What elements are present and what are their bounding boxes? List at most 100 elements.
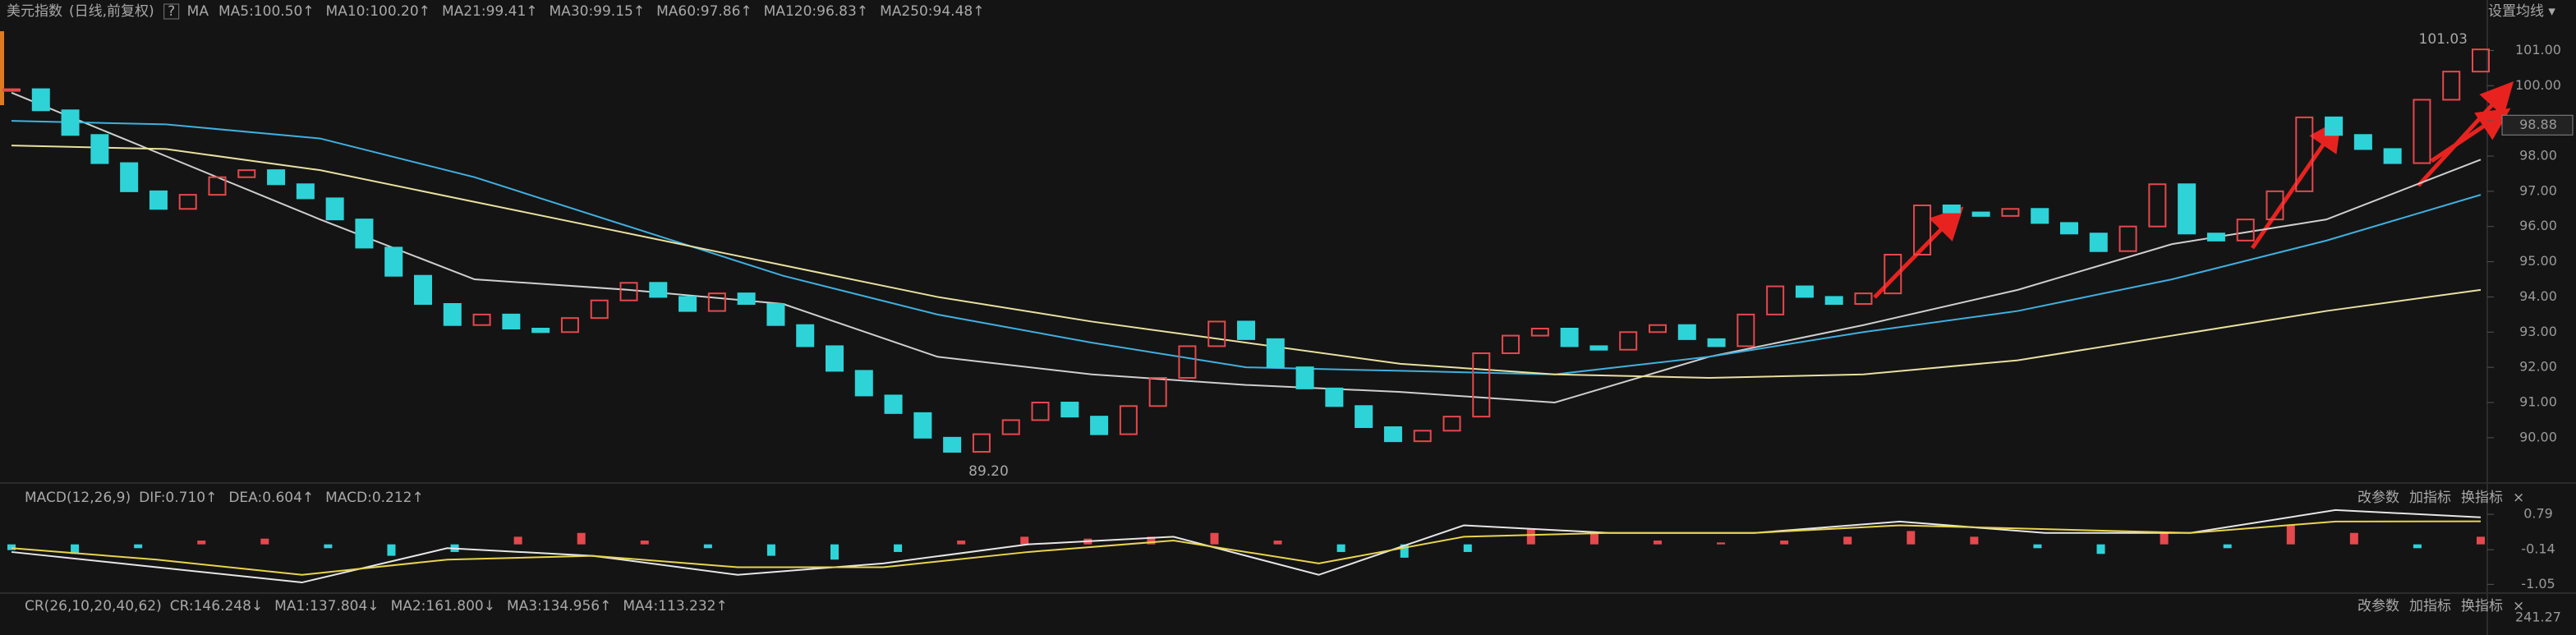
legend-entry: MA120:96.83↑ bbox=[764, 3, 868, 20]
macd-bar bbox=[71, 544, 80, 554]
macd-bar bbox=[1843, 536, 1852, 545]
candle-body bbox=[854, 370, 873, 397]
candle-body bbox=[1971, 211, 1990, 217]
y-tick-label: 92.00 bbox=[2519, 359, 2557, 375]
candle-body bbox=[766, 303, 785, 326]
candle-body bbox=[1707, 338, 1726, 347]
panel-tool[interactable]: × bbox=[2513, 490, 2524, 506]
candle-body bbox=[90, 134, 109, 164]
settings-button[interactable]: 设置均线 ▾ bbox=[2488, 3, 2555, 20]
macd-bar bbox=[1654, 541, 1662, 545]
candle-body bbox=[2442, 71, 2461, 101]
candle-body bbox=[61, 109, 80, 136]
macd-bar bbox=[1020, 536, 1029, 545]
candle-body bbox=[2266, 190, 2284, 221]
candle-body bbox=[2472, 48, 2490, 73]
candle-body bbox=[1560, 328, 1579, 347]
candle-body bbox=[1413, 430, 1432, 443]
macd-bar bbox=[894, 544, 903, 552]
ma-line bbox=[11, 145, 2482, 380]
y-tick-label: 0.79 bbox=[2523, 506, 2553, 522]
candle-body bbox=[737, 292, 756, 305]
macd-bar bbox=[766, 544, 775, 556]
candle-body bbox=[972, 433, 991, 453]
candle-body bbox=[2118, 225, 2137, 252]
candle-body bbox=[472, 313, 491, 326]
legend-entry: MA2:161.800↓ bbox=[391, 598, 495, 614]
candle-body bbox=[2236, 219, 2255, 242]
y-tick-label: 94.00 bbox=[2519, 288, 2557, 304]
macd-bar bbox=[387, 544, 396, 556]
candle-body bbox=[1530, 328, 1549, 337]
panel-tool[interactable]: × bbox=[2513, 598, 2524, 614]
macd-bar bbox=[1463, 544, 1472, 552]
candle-body bbox=[237, 169, 256, 178]
candle-body bbox=[1472, 352, 1491, 418]
candle-body bbox=[2, 88, 21, 92]
candle-body bbox=[1031, 402, 1050, 421]
candle-body bbox=[1001, 419, 1020, 435]
chart-subtitle: (日线,前复权) bbox=[69, 3, 154, 20]
candle-body bbox=[678, 296, 697, 312]
macd-bar bbox=[2160, 532, 2169, 545]
macd-bar bbox=[830, 544, 839, 560]
candle-body bbox=[2001, 208, 2020, 217]
help-button[interactable]: ? bbox=[168, 3, 175, 20]
macd-bar bbox=[577, 532, 586, 545]
macd-bar bbox=[2096, 544, 2105, 554]
legend-entry: MA10:100.20↑ bbox=[326, 3, 430, 20]
y-tick-label: -0.14 bbox=[2521, 541, 2555, 557]
legend-entry: DEA:0.604↑ bbox=[228, 490, 314, 506]
candle-body bbox=[1589, 345, 1608, 351]
legend-entry: MA250:94.48↑ bbox=[880, 3, 984, 20]
macd-bar bbox=[640, 541, 649, 545]
candle-body bbox=[1148, 377, 1167, 407]
panel-tool[interactable]: 改参数 bbox=[2358, 490, 2399, 506]
candle-body bbox=[1208, 320, 1226, 347]
macd-bar bbox=[1336, 544, 1346, 552]
panel-tool[interactable]: 换指标 bbox=[2461, 598, 2503, 614]
candle-body bbox=[1854, 292, 1873, 305]
last-price-box bbox=[2501, 114, 2574, 136]
candle-body bbox=[1913, 205, 1932, 255]
panel-title: MACD(12,26,9) bbox=[25, 490, 131, 506]
arrow bbox=[2417, 81, 2514, 187]
candle-body bbox=[267, 169, 286, 186]
candle-body bbox=[1766, 285, 1785, 315]
panel-tool[interactable]: 加指标 bbox=[2409, 598, 2451, 614]
candle-body bbox=[649, 282, 668, 298]
y-tick-label: 96.00 bbox=[2519, 218, 2557, 233]
candle-body bbox=[1237, 320, 1255, 340]
legend-entry: CR:146.248↓ bbox=[170, 598, 263, 614]
y-tick-label: 90.00 bbox=[2519, 429, 2557, 444]
edge-marker bbox=[0, 31, 4, 105]
candle-body bbox=[560, 317, 579, 334]
legend-entry: MA5:100.50↑ bbox=[218, 3, 315, 20]
panel-tool[interactable]: 改参数 bbox=[2358, 598, 2399, 614]
low-label: 89.20 bbox=[968, 463, 1009, 480]
macd-bar bbox=[513, 536, 522, 545]
candle-body bbox=[1295, 366, 1314, 389]
candle-body bbox=[2089, 232, 2108, 252]
candle-body bbox=[1090, 416, 1109, 435]
candle-body bbox=[120, 162, 139, 192]
candle-body bbox=[826, 345, 844, 372]
panel-tool[interactable]: 换指标 bbox=[2461, 490, 2503, 506]
high-label: 101.03 bbox=[2419, 31, 2468, 48]
macd-bar bbox=[1273, 541, 1282, 545]
candle-body bbox=[443, 303, 462, 326]
legend-entry: MA30:99.15↑ bbox=[550, 3, 646, 20]
candle-body bbox=[31, 88, 50, 112]
candle-body bbox=[1178, 345, 1197, 379]
macd-bar bbox=[2033, 544, 2042, 549]
candle-body bbox=[1502, 334, 1520, 355]
panel-tool[interactable]: 加指标 bbox=[2409, 490, 2451, 506]
candle-body bbox=[1884, 254, 1902, 295]
candle-body bbox=[325, 197, 344, 221]
chart-title: 美元指数 bbox=[7, 3, 62, 20]
arrow bbox=[1873, 206, 1964, 299]
arrow bbox=[2250, 117, 2342, 250]
macd-bar bbox=[1526, 529, 1535, 545]
candle-body bbox=[913, 412, 932, 439]
